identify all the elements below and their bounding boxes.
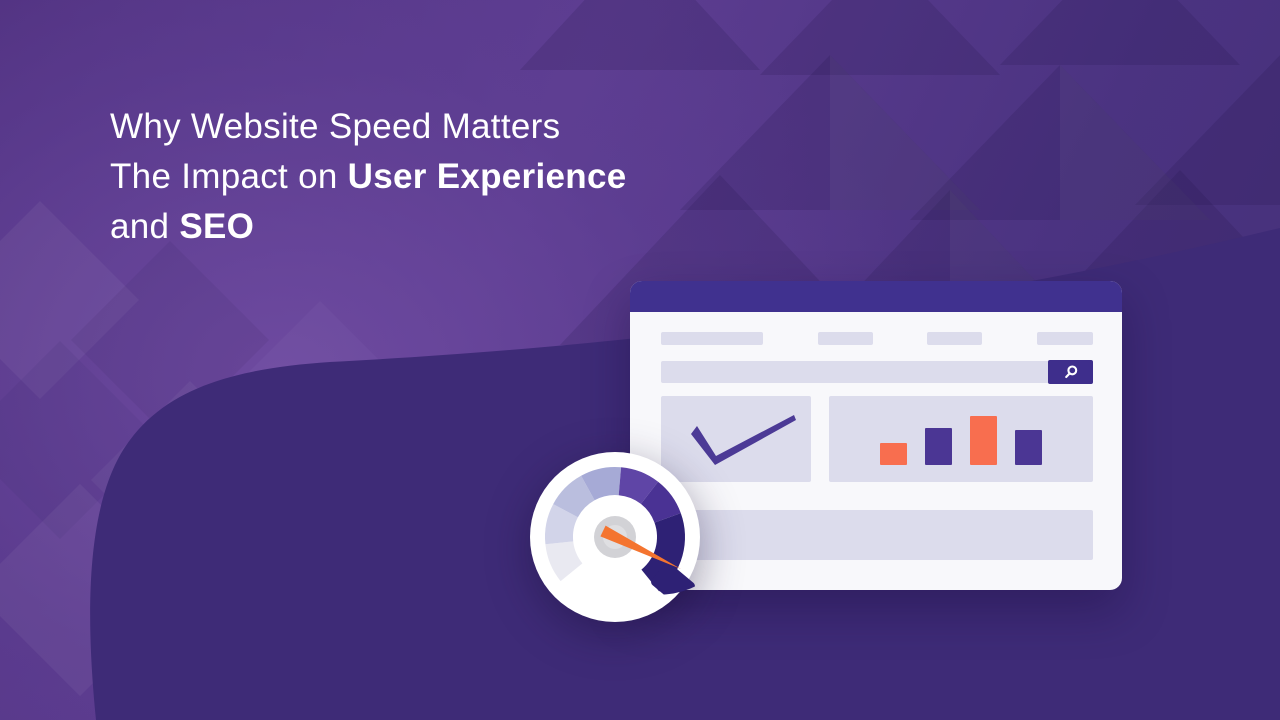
browser-titlebar [630,281,1122,312]
headline-text: The Impact on [110,157,348,196]
nav-placeholder-bar [927,332,983,345]
magnifier-icon [1064,365,1077,379]
headline-line-3: and SEO [110,202,626,252]
headline-text: Why Website Speed Matters [110,107,561,146]
gauge-needle [600,525,681,569]
headline-line-2: The Impact on User Experience [110,152,626,202]
headline-text-bold: SEO [179,207,255,246]
gauge-segment [581,467,622,501]
chart-bar [925,428,952,465]
chart-bar [880,443,907,465]
headline-line-1: Why Website Speed Matters [110,102,626,152]
gauge-segment [545,541,583,582]
chart-bar [1015,430,1042,465]
diamond-pattern [0,201,327,720]
search-field [661,360,1093,384]
search-button [1048,360,1093,384]
nav-placeholder-bar [661,332,763,345]
nav-placeholder-bar [817,332,873,345]
gauge-segment [618,467,659,504]
gauge-segment [545,504,578,545]
speedometer-gauge [530,452,700,622]
headline-text-bold: User Experience [347,157,627,196]
chart-bar [970,416,997,465]
gauge-segment [553,475,595,518]
gauge-ring [545,467,686,592]
gauge-segment [640,481,681,523]
check-panel [661,396,811,482]
nav-placeholder-bar [1036,332,1093,345]
mini-bar-chart [829,396,1093,482]
headline-text: and [110,207,180,246]
headline: Why Website Speed Matters The Impact on … [110,102,626,252]
content-placeholder [661,510,1093,560]
browser-window [630,281,1122,590]
browser-nav-row [661,332,1093,345]
checkmark-icon [691,415,796,465]
